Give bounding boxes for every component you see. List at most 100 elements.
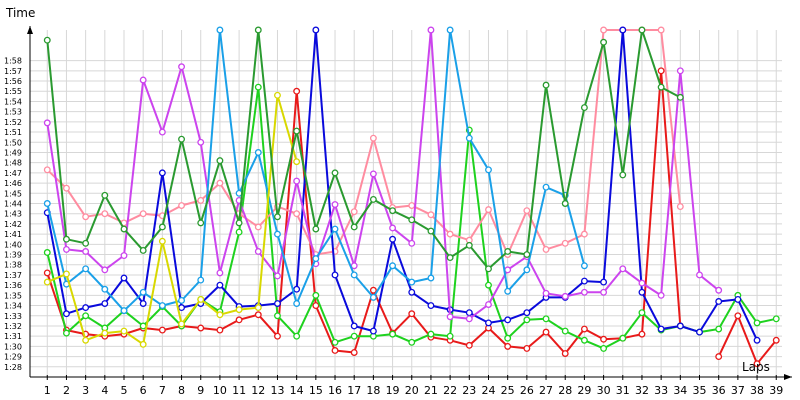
data-point bbox=[504, 342, 512, 350]
data-point bbox=[350, 332, 358, 340]
series-4 bbox=[43, 26, 761, 344]
data-point bbox=[561, 350, 569, 357]
data-point bbox=[43, 249, 51, 256]
data-point bbox=[657, 83, 665, 91]
data-point bbox=[197, 219, 205, 227]
y-tick-label: 1:42 bbox=[4, 220, 22, 229]
data-point bbox=[369, 293, 377, 301]
data-point bbox=[293, 177, 301, 185]
x-tick-label: 5 bbox=[121, 384, 128, 397]
x-tick-label: 25 bbox=[501, 384, 515, 397]
data-point bbox=[485, 206, 492, 214]
x-tick-label: 35 bbox=[693, 384, 707, 397]
x-tick-label: 37 bbox=[731, 384, 745, 397]
data-point bbox=[178, 297, 186, 304]
data-point bbox=[101, 329, 109, 337]
data-point bbox=[542, 328, 550, 336]
data-point bbox=[197, 324, 205, 332]
data-point bbox=[465, 341, 473, 349]
x-axis-label: Laps bbox=[742, 360, 770, 374]
data-point bbox=[274, 272, 281, 280]
x-tick-label: 3 bbox=[82, 384, 89, 397]
data-point bbox=[120, 225, 128, 233]
data-point bbox=[427, 274, 435, 282]
data-point bbox=[178, 304, 186, 312]
data-point bbox=[331, 169, 339, 177]
data-point bbox=[485, 281, 492, 289]
data-point bbox=[216, 311, 224, 319]
data-point bbox=[619, 26, 627, 34]
data-point bbox=[82, 239, 90, 247]
x-tick-label: 19 bbox=[386, 384, 400, 397]
data-point bbox=[600, 278, 608, 286]
data-point bbox=[504, 266, 512, 274]
data-point bbox=[216, 281, 224, 289]
x-tick-label: 7 bbox=[159, 384, 166, 397]
data-point bbox=[523, 266, 531, 274]
data-point bbox=[504, 248, 512, 255]
data-point bbox=[561, 327, 569, 335]
series-8 bbox=[43, 26, 684, 273]
data-point bbox=[158, 223, 166, 231]
y-tick-label: 1:51 bbox=[4, 128, 22, 137]
data-point bbox=[734, 312, 742, 320]
data-point bbox=[485, 319, 492, 327]
data-point bbox=[350, 349, 358, 356]
data-point bbox=[293, 210, 301, 218]
data-point bbox=[600, 26, 608, 34]
series-layer bbox=[43, 26, 780, 368]
y-tick-label: 1:34 bbox=[4, 302, 22, 311]
data-point bbox=[446, 313, 454, 321]
data-point bbox=[235, 316, 243, 324]
data-point bbox=[523, 344, 531, 352]
y-tick-label: 1:37 bbox=[4, 271, 22, 280]
data-point bbox=[657, 67, 665, 75]
y-tick-label: 1:35 bbox=[4, 291, 22, 300]
x-tick-label: 20 bbox=[405, 384, 419, 397]
data-point bbox=[427, 330, 435, 338]
data-point bbox=[82, 248, 90, 255]
series-3-line bbox=[46, 29, 682, 256]
x-tick-label: 10 bbox=[213, 384, 227, 397]
data-point bbox=[43, 278, 51, 286]
data-point bbox=[293, 158, 301, 166]
data-point bbox=[772, 336, 780, 344]
data-point bbox=[696, 328, 703, 336]
data-point bbox=[43, 119, 51, 127]
y-axis-label: Time bbox=[5, 6, 35, 20]
data-point bbox=[331, 225, 339, 233]
y-tick-label: 1:54 bbox=[4, 97, 22, 106]
data-point bbox=[197, 138, 205, 146]
data-point bbox=[274, 230, 281, 238]
y-axis-arrow bbox=[27, 26, 33, 34]
y-tick-label: 1:38 bbox=[4, 261, 22, 270]
data-point bbox=[542, 81, 550, 89]
data-point bbox=[542, 315, 550, 323]
data-point bbox=[312, 255, 320, 263]
data-point bbox=[523, 316, 531, 324]
data-point bbox=[600, 288, 608, 296]
data-point bbox=[753, 360, 761, 368]
data-point bbox=[158, 169, 166, 177]
data-point bbox=[427, 211, 435, 219]
data-point bbox=[120, 327, 128, 335]
data-point bbox=[62, 184, 70, 192]
data-point bbox=[715, 325, 723, 333]
y-tick-label: 1:31 bbox=[4, 332, 22, 341]
y-tick-label: 1:50 bbox=[4, 138, 22, 147]
data-point bbox=[216, 326, 224, 334]
data-point bbox=[465, 241, 473, 249]
data-point bbox=[158, 128, 166, 136]
data-point bbox=[62, 245, 70, 253]
data-point bbox=[446, 26, 454, 34]
data-point bbox=[197, 276, 205, 284]
x-tick-label: 33 bbox=[654, 384, 668, 397]
data-point bbox=[254, 304, 262, 312]
y-tick-label: 1:39 bbox=[4, 251, 22, 260]
data-point bbox=[312, 225, 320, 233]
data-point bbox=[715, 286, 723, 294]
data-point bbox=[715, 298, 723, 305]
data-point bbox=[331, 347, 339, 354]
data-point bbox=[389, 262, 397, 270]
data-point bbox=[216, 26, 224, 34]
